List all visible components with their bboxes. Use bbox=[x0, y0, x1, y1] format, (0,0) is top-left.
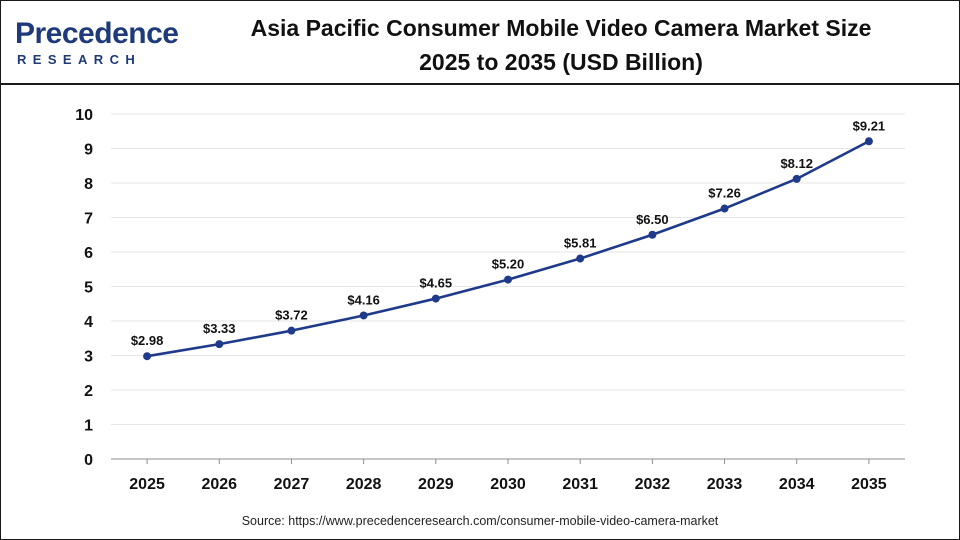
y-tick-label: 7 bbox=[84, 211, 93, 228]
logo-wordmark: Precedence bbox=[15, 17, 179, 50]
brand-logo: Precedence RESEARCH bbox=[15, 15, 179, 69]
y-tick-label: 8 bbox=[84, 176, 93, 193]
data-point bbox=[287, 326, 296, 335]
x-tick-label: 2035 bbox=[851, 476, 887, 493]
y-tick-label: 0 bbox=[84, 452, 93, 469]
data-label: $2.98 bbox=[131, 333, 164, 348]
line-chart: 0 1 2 3 4 5 6 7 8 9 10 2025 2026 2027 2028 2029 2030 2031… bbox=[75, 107, 905, 493]
data-label: $3.72 bbox=[275, 308, 308, 323]
x-tick-label: 2027 bbox=[274, 476, 310, 493]
x-tick-label: 2029 bbox=[418, 476, 454, 493]
data-label: $6.50 bbox=[636, 212, 669, 227]
chart-title-line-2: 2025 to 2035 (USD Billion) bbox=[419, 49, 703, 75]
x-tick-label: 2032 bbox=[635, 476, 671, 493]
data-point bbox=[215, 340, 224, 349]
data-point bbox=[792, 174, 801, 183]
chart-title: Asia Pacific Consumer Mobile Video Camer… bbox=[201, 11, 921, 79]
data-label: $5.20 bbox=[492, 257, 525, 272]
data-label: $7.26 bbox=[708, 186, 741, 201]
data-label: $4.65 bbox=[420, 276, 453, 291]
data-point bbox=[864, 137, 873, 146]
data-point bbox=[504, 275, 512, 284]
logo-subtext: RESEARCH bbox=[17, 52, 142, 67]
y-tick-label: 1 bbox=[84, 418, 93, 435]
data-label: $4.16 bbox=[347, 292, 380, 307]
data-point bbox=[359, 311, 368, 320]
y-tick-label: 2 bbox=[84, 383, 93, 400]
y-tick-label: 9 bbox=[84, 142, 93, 159]
x-tick-label: 2030 bbox=[490, 476, 526, 493]
x-tick-label: 2034 bbox=[779, 476, 815, 493]
data-point bbox=[576, 254, 585, 263]
x-tick-label: 2028 bbox=[346, 476, 382, 493]
data-point bbox=[648, 230, 657, 239]
data-point bbox=[143, 352, 152, 361]
y-tick-label: 10 bbox=[75, 107, 93, 124]
x-tick-label: 2033 bbox=[707, 476, 743, 493]
chart-title-line-1: Asia Pacific Consumer Mobile Video Camer… bbox=[250, 15, 872, 41]
data-label: $5.81 bbox=[564, 236, 597, 251]
x-tick-label: 2025 bbox=[129, 476, 165, 493]
chart-header: Precedence RESEARCH Asia Pacific Consume… bbox=[1, 1, 959, 85]
x-tick-label: 2031 bbox=[562, 476, 598, 493]
source-note: Source: https://www.precedenceresearch.c… bbox=[241, 514, 719, 528]
y-tick-label: 4 bbox=[84, 314, 93, 331]
y-tick-label: 6 bbox=[84, 245, 93, 262]
series-line bbox=[145, 139, 871, 358]
x-tick-label: 2026 bbox=[201, 476, 237, 493]
data-label: $3.33 bbox=[203, 321, 236, 336]
y-tick-label: 5 bbox=[84, 280, 93, 297]
data-point bbox=[720, 204, 729, 213]
y-tick-label: 3 bbox=[84, 349, 93, 366]
data-label: $9.21 bbox=[853, 118, 886, 133]
data-label: $8.12 bbox=[780, 156, 813, 171]
data-point bbox=[431, 294, 440, 303]
